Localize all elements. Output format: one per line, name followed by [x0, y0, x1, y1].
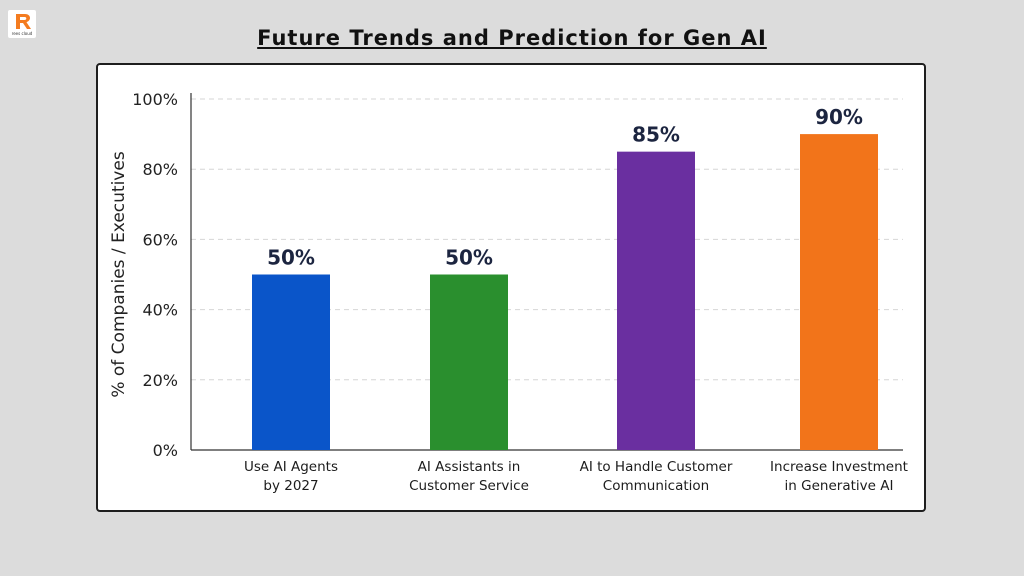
data-label: 90%: [815, 105, 863, 129]
y-tick-label: 100%: [132, 90, 178, 109]
y-tick-label: 60%: [142, 230, 178, 249]
x-tick-label: Increase Investment: [770, 459, 908, 475]
x-tick-label: Customer Service: [409, 478, 529, 494]
page-title: Future Trends and Prediction for Gen AI: [257, 26, 767, 50]
bar-chart: 0% 20% 40% 60% 80% 100% % of Companies / Execu…: [109, 90, 908, 494]
y-axis-label: % of Companies / Executives: [109, 151, 129, 398]
data-label: 50%: [445, 246, 493, 270]
y-tick-label: 80%: [142, 160, 178, 179]
bar: [252, 274, 330, 450]
bar: [800, 134, 878, 450]
x-tick-label: AI to Handle Customer: [580, 459, 733, 475]
rees-cloud-logo: rees cloud: [8, 10, 36, 38]
y-tick-label: 20%: [142, 371, 178, 390]
bar: [617, 151, 695, 450]
y-tick-label: 0%: [153, 441, 178, 460]
x-tick-label: in Generative AI: [785, 478, 894, 494]
data-label: 85%: [632, 123, 680, 147]
x-tick-label: Communication: [603, 478, 709, 494]
bar: [430, 274, 508, 450]
logo-r-icon: [16, 14, 31, 29]
data-label: 50%: [267, 246, 315, 270]
x-tick-label: AI Assistants in: [418, 459, 521, 475]
y-tick-label: 40%: [142, 301, 178, 320]
x-tick-label: Use AI Agents: [244, 459, 338, 475]
x-tick-label: by 2027: [263, 478, 318, 494]
chart-frame: 0% 20% 40% 60% 80% 100% % of Companies / Execu…: [96, 63, 926, 512]
logo-text: rees cloud: [11, 31, 33, 36]
